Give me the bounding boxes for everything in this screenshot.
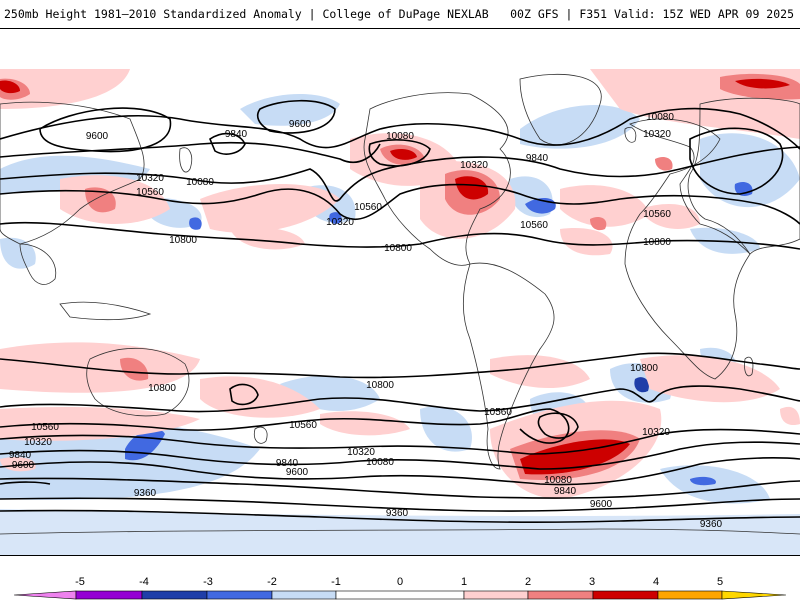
contour-label: 9840 [276,458,299,469]
colorbar-tick-label: -4 [139,576,149,588]
height-contours [0,99,800,524]
contour-label: 10080 [544,475,572,486]
colorbar-segment [592,590,659,600]
colorbar: -5 -4 -3 -2 -1 0 1 2 3 4 5 [0,568,800,600]
colorbar-segment [463,590,529,600]
strong-positive-anomaly [0,78,790,475]
negative-anomaly-shading [0,93,800,555]
colorbar-segment [527,590,594,600]
contour-label: 10800 [148,383,176,394]
contour-label: 9360 [700,519,723,530]
contour-label: 9600 [590,499,613,510]
contour-label: 10080 [386,131,414,142]
anomaly-map: 9600 9840 9600 10080 10320 9840 10080 10… [0,69,800,555]
colorbar-segment [271,590,337,600]
contour-label: 9840 [9,450,32,461]
contour-label: 9360 [134,488,157,499]
colorbar-tick-label: 2 [524,576,532,588]
contour-label: 9840 [526,153,549,164]
contour-label: 10560 [289,420,317,431]
colorbar-arrow-high [721,590,787,600]
contour-label: 9840 [554,486,577,497]
contour-label: 10320 [326,217,354,228]
very-strong-negative-anomaly [634,377,649,393]
contour-label: 10560 [520,220,548,231]
colorbar-tick-label: 4 [652,576,660,588]
contour-label: 10320 [642,427,670,438]
colorbar-segment [335,590,465,600]
contour-label: 10320 [24,437,52,448]
colorbar-segment [75,590,143,600]
colorbar-segment [141,590,208,600]
contour-label: 10320 [643,129,671,140]
contour-label: 9360 [386,508,409,519]
contour-label: 9600 [289,119,312,130]
contour-label: 10800 [630,363,658,374]
colorbar-tick-label: -2 [267,576,277,588]
colorbar-segment [206,590,273,600]
contour-label: 10560 [643,209,671,220]
colorbar-tick-label: 3 [588,576,596,588]
contour-label: 10800 [169,235,197,246]
contour-label: 10080 [646,112,674,123]
coastlines [0,73,800,535]
contour-label: 10080 [366,457,394,468]
colorbar-tick-label: -1 [331,576,341,588]
colorbar-tick-label: 1 [460,576,468,588]
colorbar-tick-label: -3 [203,576,213,588]
colorbar-segment [657,590,723,600]
title-bar: 250mb Height 1981–2010 Standardized Anom… [0,0,800,28]
contour-label: 10800 [366,380,394,391]
map-title: 250mb Height 1981–2010 Standardized Anom… [4,7,489,21]
contour-label: 10320 [347,447,375,458]
contour-label: 10560 [484,407,512,418]
contour-label: 10560 [354,202,382,213]
colorbar-graphic [13,590,787,600]
contour-label: 10560 [31,422,59,433]
contour-label: 9840 [225,129,248,140]
contour-label: 10080 [186,177,214,188]
contour-label: 10800 [384,243,412,254]
contour-label: 9600 [286,467,309,478]
colorbar-tick-label: 0 [396,576,404,588]
contour-label: 9600 [12,460,35,471]
contour-label: 9600 [86,131,109,142]
contour-label: 10560 [136,187,164,198]
contour-label: 10800 [643,237,671,248]
run-valid-time: 00Z GFS | F351 Valid: 15Z WED APR 09 202… [510,7,794,21]
contour-labels: 9600 9840 9600 10080 10320 9840 10080 10… [9,112,723,530]
colorbar-tick-label: -5 [75,576,85,588]
contour-label: 10320 [460,160,488,171]
contour-label: 10320 [136,173,164,184]
map-panel: 9600 9840 9600 10080 10320 9840 10080 10… [0,28,800,556]
colorbar-tick-label: 5 [716,576,724,588]
colorbar-arrow-low [13,590,77,600]
